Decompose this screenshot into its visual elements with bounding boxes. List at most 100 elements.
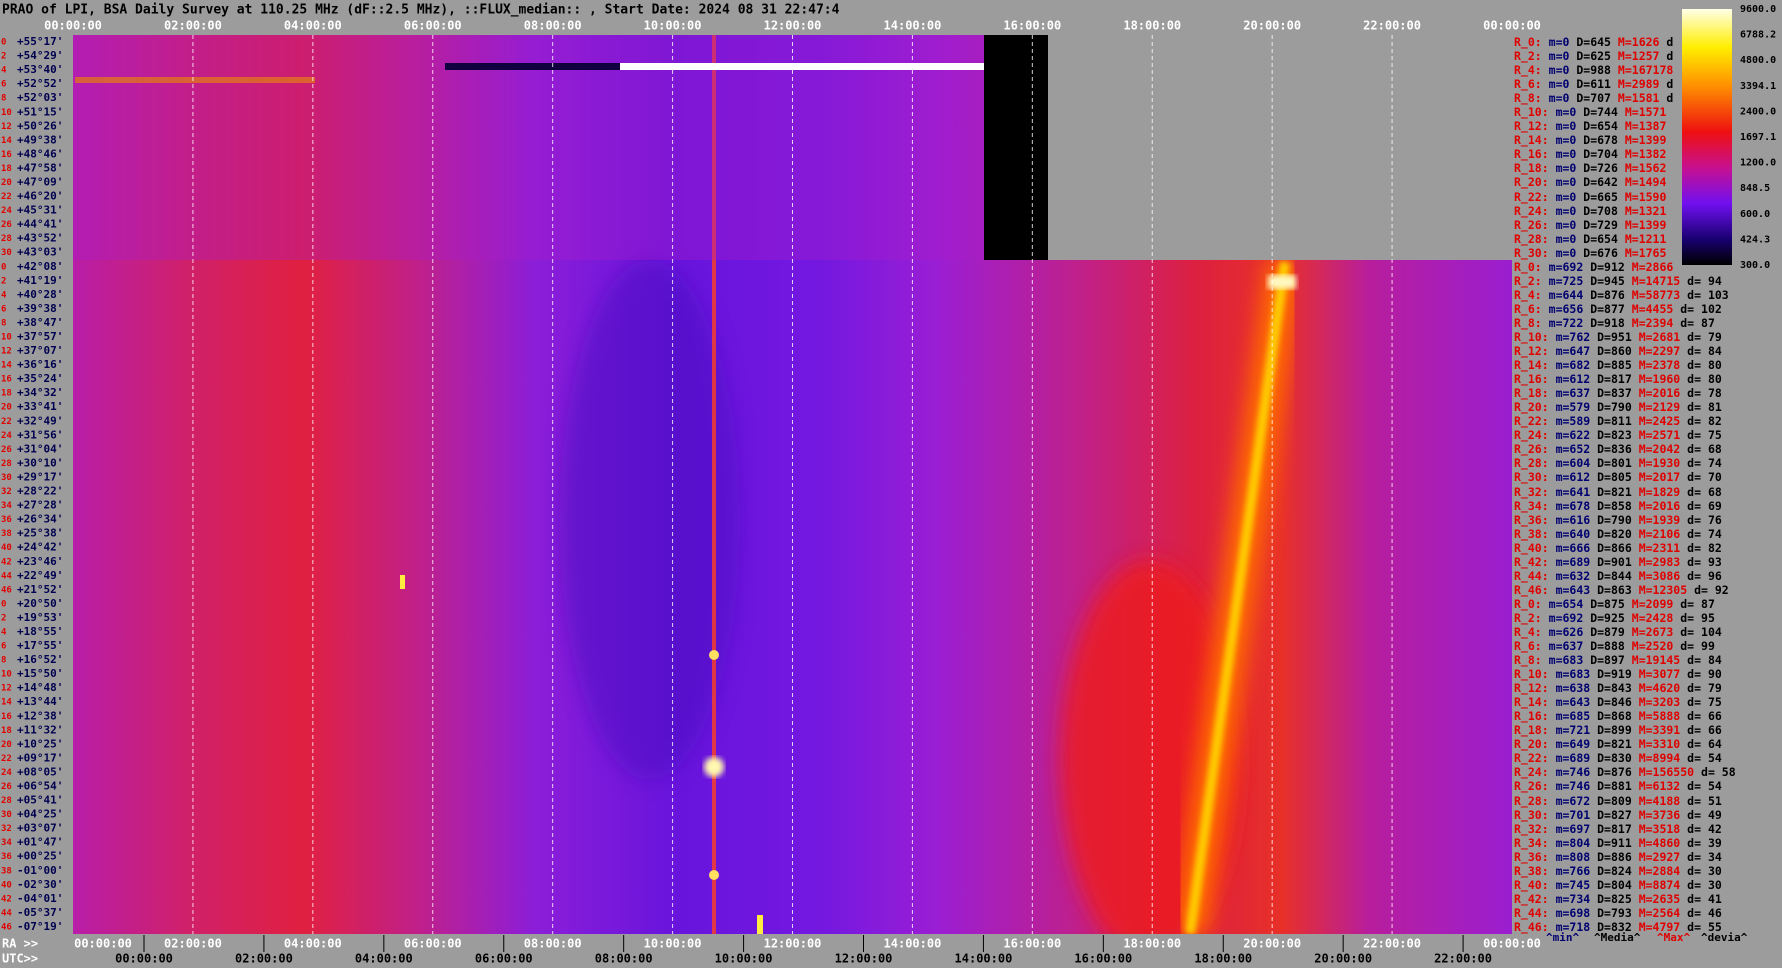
stat: M=5888 [1638, 709, 1681, 724]
stats-row: R_8: m=0 D=707 M=1581 d [1514, 91, 1680, 105]
stat: m=722 [1548, 315, 1584, 330]
stat: D=886 [1597, 849, 1632, 864]
stat: D=654 [1583, 231, 1618, 246]
stat: R_36: [1514, 512, 1549, 527]
stat: m=0 [1555, 245, 1577, 260]
row-index: 18 [1, 726, 12, 736]
row-index: 6 [1, 80, 6, 90]
colorbar [1682, 9, 1732, 265]
stat: R_18: [1514, 386, 1549, 401]
ra-label: 08:00:00 [524, 937, 582, 951]
stat: M=1829 [1638, 484, 1681, 499]
row-index: 32 [1, 824, 12, 834]
stat: M=1571 [1624, 105, 1667, 120]
stat: R_42: [1514, 891, 1549, 906]
stat: M=58773 [1631, 287, 1681, 302]
stats-row: R_34: m=804 D=911 M=4860 d= 39 [1514, 836, 1729, 850]
stat: R_2: [1514, 273, 1542, 288]
stat: D=844 [1597, 568, 1632, 583]
stat: R_22: [1514, 189, 1549, 204]
row-index: 36 [1, 515, 12, 525]
stat: M=2106 [1638, 526, 1681, 541]
stat: m=746 [1555, 779, 1591, 794]
stat: m=643 [1555, 582, 1591, 597]
stat: m=683 [1555, 667, 1591, 682]
declination: +54°29' [17, 49, 63, 62]
stats-row: R_32: m=697 D=817 M=3518 d= 42 [1514, 822, 1729, 836]
stat: m=612 [1555, 470, 1591, 485]
stats-row: R_22: m=689 D=830 M=8994 d= 54 [1514, 751, 1729, 765]
stat: d= 76 [1687, 512, 1722, 527]
stat: M=8874 [1638, 877, 1681, 892]
stats-row: R_18: m=637 D=837 M=2016 d= 78 [1514, 386, 1729, 400]
stat: M=2927 [1638, 849, 1681, 864]
stat: D=876 [1590, 287, 1625, 302]
stats-row: R_4: m=0 D=988 M=167178 [1514, 63, 1680, 77]
stat: R_44: [1514, 568, 1549, 583]
stat: R_12: [1514, 681, 1549, 696]
row-index: 16 [1, 712, 12, 722]
stat: D=790 [1597, 400, 1632, 415]
stat: R_26: [1514, 779, 1549, 794]
stat: M=156550 [1638, 765, 1695, 780]
stat: m=808 [1555, 849, 1591, 864]
declination: +23°46' [17, 555, 63, 568]
stat: R_28: [1514, 231, 1549, 246]
stat: M=167178 [1617, 63, 1674, 78]
colorbar-label: 424.3 [1740, 234, 1770, 245]
stat: R_8: [1514, 315, 1542, 330]
stat: R_18: [1514, 723, 1549, 738]
stat: D=832 [1597, 919, 1632, 934]
declination: +33°41' [17, 400, 63, 413]
stat: R_26: [1514, 217, 1549, 232]
top-axis-label: 14:00:00 [884, 19, 942, 33]
colorbar-label: 2400.0 [1740, 106, 1776, 117]
stat: R_40: [1514, 540, 1549, 555]
stat: M=3391 [1638, 723, 1681, 738]
stats-row: R_44: m=632 D=844 M=3086 d= 96 [1514, 569, 1729, 583]
stats-row: R_30: m=612 D=805 M=2017 d= 70 [1514, 470, 1729, 484]
stat: m=689 [1555, 751, 1591, 766]
ra-label: 02:00:00 [164, 937, 222, 951]
stat: D=820 [1597, 526, 1632, 541]
top-axis-label: 18:00:00 [1123, 19, 1181, 33]
stat: D=988 [1576, 63, 1611, 78]
stat: D=793 [1597, 905, 1632, 920]
stat: m=734 [1555, 891, 1591, 906]
stats-row: R_2: m=692 D=925 M=2428 d= 95 [1514, 611, 1722, 625]
stat: m=745 [1555, 877, 1591, 892]
row-index: 44 [1, 908, 12, 918]
stat: M=2394 [1631, 315, 1674, 330]
declination: +09°17' [17, 751, 63, 764]
stats-row: R_42: m=734 D=825 M=2635 d= 41 [1514, 892, 1729, 906]
colorbar-label: 3394.1 [1740, 81, 1776, 92]
colorbar-label: 4800.0 [1740, 55, 1776, 66]
stat: R_24: [1514, 428, 1549, 443]
stat: m=721 [1555, 723, 1591, 738]
declination: +46°20' [17, 190, 63, 203]
stat: R_20: [1514, 400, 1549, 415]
stat: R_42: [1514, 554, 1549, 569]
stat: m=0 [1555, 189, 1577, 204]
stat: m=0 [1548, 35, 1570, 49]
stat: m=766 [1555, 863, 1591, 878]
stat: D=846 [1597, 695, 1632, 710]
stat: D=837 [1597, 386, 1632, 401]
stats-row: R_16: m=685 D=868 M=5888 d= 66 [1514, 709, 1729, 723]
stat: M=3086 [1638, 568, 1681, 583]
stat: m=632 [1555, 568, 1591, 583]
row-index: 22 [1, 192, 12, 202]
stat: R_26: [1514, 442, 1549, 457]
stat: M=14715 [1631, 273, 1681, 288]
stat: M=2016 [1638, 498, 1681, 513]
stat: M=4188 [1638, 793, 1681, 808]
row-index: 14 [1, 136, 12, 146]
stat: D=821 [1597, 484, 1632, 499]
stat: D=881 [1597, 779, 1632, 794]
row-index: 2 [1, 276, 6, 286]
stat: m=0 [1555, 231, 1577, 246]
stat: M=2297 [1638, 344, 1681, 359]
stat: M=1399 [1624, 217, 1667, 232]
legend-label: ^min^ [1546, 931, 1579, 944]
stat: D=817 [1597, 372, 1632, 387]
